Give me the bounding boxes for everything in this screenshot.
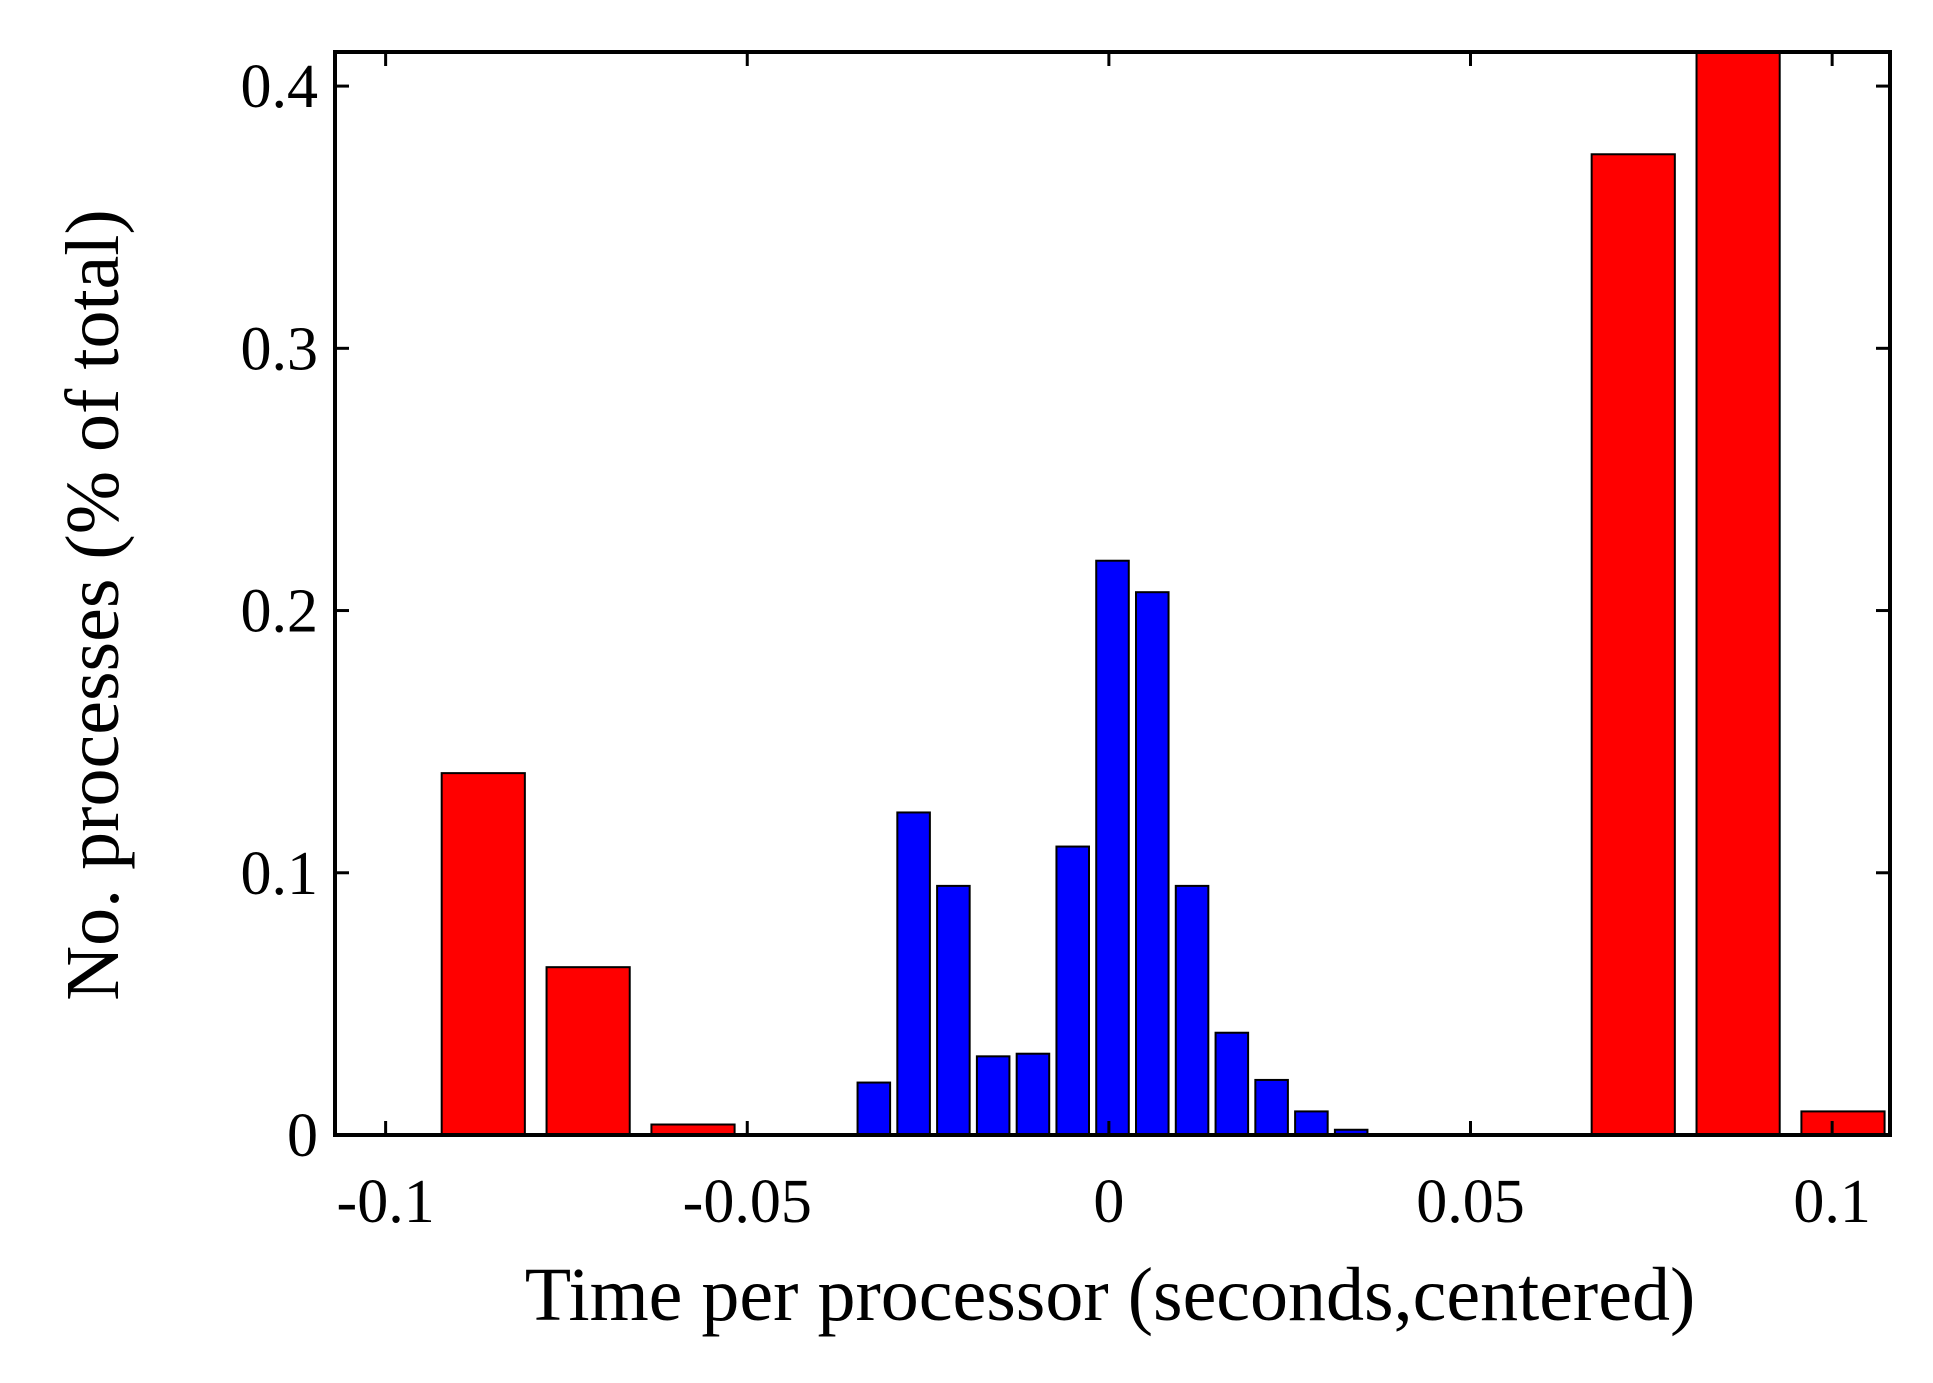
bar-series-1-8 <box>1174 884 1210 1137</box>
y-axis-label: No. processes (% of total) <box>51 209 135 1000</box>
bars-layer <box>440 51 1886 1137</box>
bar-series-0-5 <box>1800 1110 1886 1137</box>
bar-series-0-0 <box>440 772 526 1136</box>
bar-series-0-4 <box>1695 51 1781 1136</box>
y-tick-label: 0.3 <box>241 315 319 383</box>
bar-series-1-3 <box>975 1055 1011 1136</box>
y-tick-label: 0.1 <box>241 840 319 908</box>
bar-series-1-11 <box>1294 1110 1329 1137</box>
bar-series-1-5 <box>1055 845 1090 1136</box>
x-tick-label: 0.1 <box>1793 1168 1871 1236</box>
tick-labels-layer: -0.1 -0.05 0 0.05 0.1 0 0.1 0.2 0.3 0.4 <box>241 53 1871 1236</box>
y-tick-label: 0.4 <box>241 53 319 121</box>
bar-series-1-0 <box>856 1081 892 1136</box>
bar-series-1-4 <box>1015 1052 1051 1137</box>
bar-series-1-2 <box>936 884 971 1137</box>
bar-series-1-6 <box>1095 559 1130 1136</box>
x-tick-label: -0.05 <box>683 1168 812 1236</box>
bar-series-1-9 <box>1214 1031 1250 1136</box>
x-tick-label: -0.1 <box>337 1168 435 1236</box>
ticks-layer <box>335 52 1890 1137</box>
bar-series-1-1 <box>896 811 931 1136</box>
bar-series-1-7 <box>1135 591 1170 1136</box>
x-tick-label: 0 <box>1093 1168 1124 1236</box>
bar-series-0-1 <box>545 966 631 1136</box>
y-tick-label: 0 <box>287 1102 318 1170</box>
x-axis-label: Time per processor (seconds,centered) <box>525 1253 1696 1337</box>
plot-frame <box>333 50 1892 1137</box>
x-tick-label: 0.05 <box>1416 1168 1525 1236</box>
bar-series-0-3 <box>1590 153 1676 1137</box>
bar-series-1-10 <box>1254 1078 1289 1137</box>
y-tick-label: 0.2 <box>241 578 319 646</box>
